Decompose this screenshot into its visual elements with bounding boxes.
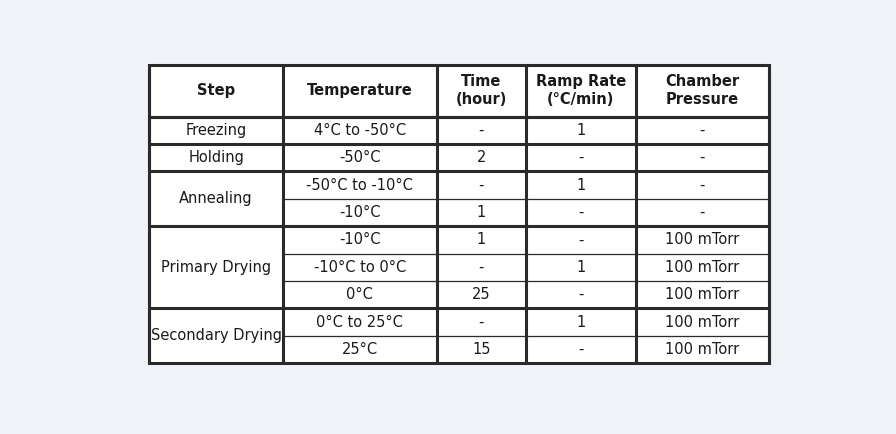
Text: 0°C to 25°C: 0°C to 25°C bbox=[316, 315, 403, 329]
Bar bbox=[150, 65, 769, 363]
Text: 1: 1 bbox=[576, 123, 585, 138]
Text: -: - bbox=[478, 123, 484, 138]
Text: -10°C: -10°C bbox=[340, 232, 381, 247]
Text: -: - bbox=[700, 178, 705, 193]
Text: Holding: Holding bbox=[188, 150, 244, 165]
Bar bbox=[150, 65, 769, 363]
Text: 100 mTorr: 100 mTorr bbox=[665, 342, 739, 357]
Text: 25°C: 25°C bbox=[342, 342, 378, 357]
Text: 1: 1 bbox=[576, 178, 585, 193]
Text: -: - bbox=[700, 123, 705, 138]
Text: 1: 1 bbox=[576, 315, 585, 329]
Text: -: - bbox=[478, 178, 484, 193]
Text: -: - bbox=[578, 150, 583, 165]
Text: Annealing: Annealing bbox=[179, 191, 253, 206]
Text: Primary Drying: Primary Drying bbox=[161, 260, 271, 275]
Text: 1: 1 bbox=[477, 232, 486, 247]
Text: 0°C: 0°C bbox=[347, 287, 374, 302]
Text: 100 mTorr: 100 mTorr bbox=[665, 315, 739, 329]
Text: Time
(hour): Time (hour) bbox=[456, 75, 507, 107]
Text: 25: 25 bbox=[472, 287, 491, 302]
Text: -50°C: -50°C bbox=[340, 150, 381, 165]
Text: -: - bbox=[578, 205, 583, 220]
Text: 4°C to -50°C: 4°C to -50°C bbox=[314, 123, 406, 138]
Text: 100 mTorr: 100 mTorr bbox=[665, 232, 739, 247]
Text: -50°C to -10°C: -50°C to -10°C bbox=[306, 178, 413, 193]
Text: -: - bbox=[478, 260, 484, 275]
Text: 15: 15 bbox=[472, 342, 491, 357]
Text: -: - bbox=[578, 342, 583, 357]
Text: -: - bbox=[578, 232, 583, 247]
Text: Step: Step bbox=[197, 83, 236, 98]
Text: -10°C: -10°C bbox=[340, 205, 381, 220]
Text: -10°C to 0°C: -10°C to 0°C bbox=[314, 260, 406, 275]
Text: Chamber
Pressure: Chamber Pressure bbox=[665, 75, 739, 107]
Text: 1: 1 bbox=[477, 205, 486, 220]
Text: 2: 2 bbox=[477, 150, 487, 165]
Text: -: - bbox=[478, 315, 484, 329]
Text: -: - bbox=[700, 205, 705, 220]
Text: -: - bbox=[700, 150, 705, 165]
Text: 1: 1 bbox=[576, 260, 585, 275]
Text: Freezing: Freezing bbox=[185, 123, 246, 138]
Text: 100 mTorr: 100 mTorr bbox=[665, 287, 739, 302]
Text: Temperature: Temperature bbox=[307, 83, 413, 98]
Text: 100 mTorr: 100 mTorr bbox=[665, 260, 739, 275]
Text: Ramp Rate
(°C/min): Ramp Rate (°C/min) bbox=[536, 75, 625, 107]
Text: -: - bbox=[578, 287, 583, 302]
Text: Secondary Drying: Secondary Drying bbox=[151, 328, 281, 343]
